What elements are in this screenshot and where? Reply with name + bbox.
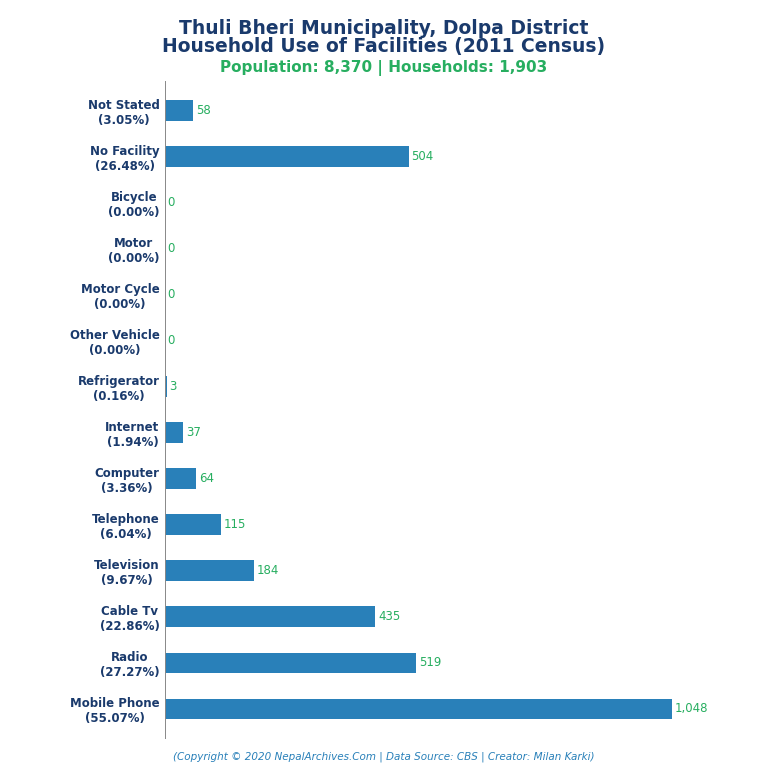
- Bar: [165, 100, 193, 121]
- Text: 0: 0: [167, 242, 174, 255]
- Bar: [165, 653, 416, 674]
- Text: 435: 435: [378, 611, 400, 624]
- Bar: [165, 146, 409, 167]
- Bar: [165, 422, 183, 443]
- Text: 3: 3: [170, 380, 177, 393]
- Text: 37: 37: [186, 426, 200, 439]
- Text: Thuli Bheri Municipality, Dolpa District: Thuli Bheri Municipality, Dolpa District: [179, 19, 589, 38]
- Text: Household Use of Facilities (2011 Census): Household Use of Facilities (2011 Census…: [163, 37, 605, 56]
- Text: 519: 519: [419, 657, 441, 670]
- Bar: [165, 607, 376, 627]
- Bar: [165, 561, 254, 581]
- Text: 0: 0: [167, 196, 174, 209]
- Text: 0: 0: [167, 288, 174, 301]
- Text: 504: 504: [412, 150, 434, 163]
- Text: 64: 64: [199, 472, 214, 485]
- Text: Population: 8,370 | Households: 1,903: Population: 8,370 | Households: 1,903: [220, 60, 548, 76]
- Bar: [165, 468, 196, 489]
- Text: 0: 0: [167, 334, 174, 347]
- Bar: [165, 515, 220, 535]
- Text: 58: 58: [196, 104, 210, 117]
- Text: 1,048: 1,048: [674, 703, 708, 716]
- Text: (Copyright © 2020 NepalArchives.Com | Data Source: CBS | Creator: Milan Karki): (Copyright © 2020 NepalArchives.Com | Da…: [174, 751, 594, 762]
- Text: 115: 115: [223, 518, 246, 531]
- Bar: [165, 376, 167, 397]
- Text: 184: 184: [257, 564, 280, 578]
- Bar: [165, 699, 671, 720]
